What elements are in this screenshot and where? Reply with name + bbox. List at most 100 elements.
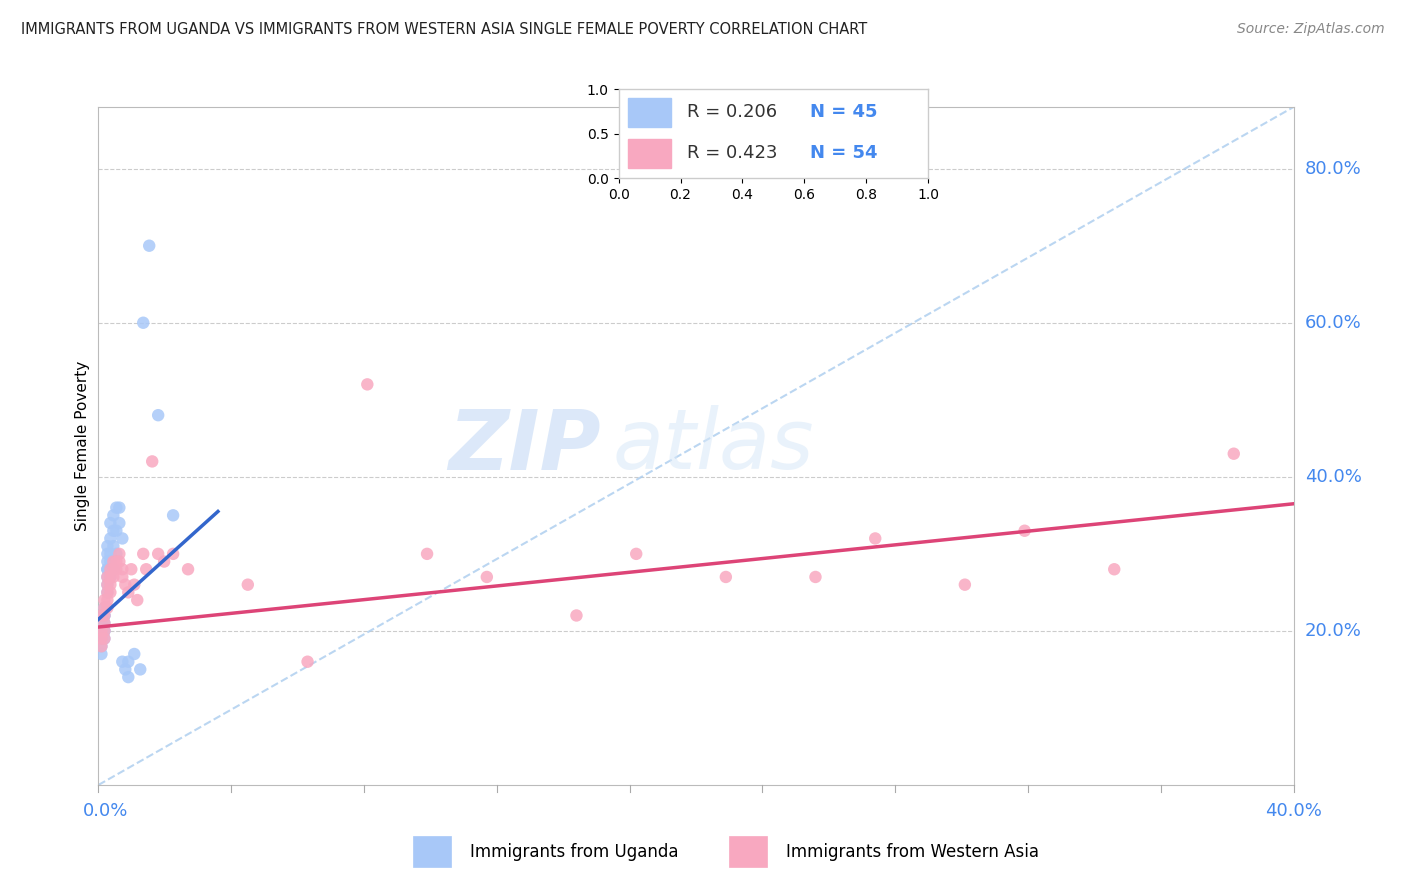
Text: Source: ZipAtlas.com: Source: ZipAtlas.com [1237,22,1385,37]
Point [93,608,115,623]
Point [96,577,118,591]
Point [111,655,134,669]
Point [93,632,115,646]
Point [105,524,128,538]
Text: IMMIGRANTS FROM UGANDA VS IMMIGRANTS FROM WESTERN ASIA SINGLE FEMALE POVERTY COR: IMMIGRANTS FROM UGANDA VS IMMIGRANTS FRO… [21,22,868,37]
Point [96,539,118,553]
Point [103,555,125,569]
Point [90,640,112,654]
Point [93,624,115,638]
Point [98,516,122,530]
Point [105,500,128,515]
Point [111,570,134,584]
Point [565,608,588,623]
Point [98,570,122,584]
Text: R = 0.423: R = 0.423 [686,145,778,162]
Point [148,547,170,561]
Point [117,670,139,684]
Point [98,555,122,569]
Point [132,547,155,561]
Point [865,532,887,546]
Point [96,600,118,615]
Point [93,624,115,638]
Point [127,593,149,607]
Point [93,624,115,638]
Point [90,616,112,631]
Point [475,570,498,584]
Point [153,555,176,569]
Point [98,562,122,576]
Point [93,600,115,615]
Point [93,616,115,631]
Text: atlas: atlas [612,406,814,486]
Point [96,555,118,569]
Point [1223,447,1246,461]
Text: N = 45: N = 45 [810,103,877,121]
Point [96,585,118,599]
Text: 60.0%: 60.0% [1305,314,1361,332]
Point [108,555,131,569]
Point [148,408,170,422]
Point [297,655,319,669]
Point [93,608,115,623]
FancyBboxPatch shape [628,98,671,127]
Text: 80.0%: 80.0% [1305,160,1361,178]
Point [98,570,122,584]
Point [98,577,122,591]
Point [93,600,115,615]
Point [96,593,118,607]
Point [135,562,157,576]
Point [114,577,136,591]
FancyBboxPatch shape [728,837,768,867]
Point [624,547,647,561]
Text: N = 54: N = 54 [810,145,877,162]
Point [162,547,184,561]
Point [108,547,131,561]
Point [138,238,160,252]
Text: Immigrants from Uganda: Immigrants from Uganda [470,843,678,861]
Point [108,500,131,515]
Point [96,562,118,576]
Point [103,562,125,576]
Text: R = 0.206: R = 0.206 [686,103,778,121]
Point [105,555,128,569]
FancyBboxPatch shape [628,139,671,168]
Point [105,547,128,561]
Point [714,570,737,584]
Point [141,454,163,468]
Point [96,562,118,576]
Text: 20.0%: 20.0% [1305,622,1361,640]
Point [103,524,125,538]
Point [416,547,439,561]
Point [90,608,112,623]
Point [93,632,115,646]
Point [93,593,115,607]
Point [90,624,112,638]
Point [124,647,146,661]
Text: 0.0%: 0.0% [83,802,128,820]
Point [98,532,122,546]
Point [953,577,976,591]
Point [162,508,184,523]
Point [117,585,139,599]
Point [98,547,122,561]
Point [93,616,115,631]
Text: 40.0%: 40.0% [1305,467,1361,486]
Point [93,608,115,623]
Point [90,632,112,646]
Point [108,516,131,530]
Point [129,662,152,676]
Point [96,577,118,591]
Y-axis label: Single Female Poverty: Single Female Poverty [75,361,90,531]
Point [103,539,125,553]
Point [132,316,155,330]
Point [96,570,118,584]
Point [90,632,112,646]
Point [117,655,139,669]
Point [103,562,125,576]
Point [103,570,125,584]
Point [111,562,134,576]
Point [124,577,146,591]
Point [1104,562,1126,576]
FancyBboxPatch shape [413,837,451,867]
